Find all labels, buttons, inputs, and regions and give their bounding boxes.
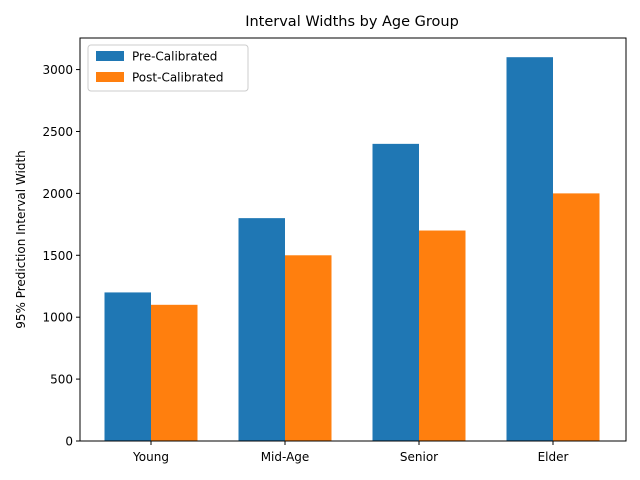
y-axis-ticks: 0 500 1000 1500 2000 2500 3000 [42,63,80,449]
bar-post-calibrated-mid-age [285,255,332,441]
y-tick-label: 500 [50,373,73,387]
y-tick-label: 2500 [42,125,73,139]
chart-title: Interval Widths by Age Group [245,14,459,30]
bar-post-calibrated-young [151,304,198,441]
bars-group [104,57,600,441]
legend-box [87,44,249,92]
legend-label: Post-Calibrated [132,71,223,85]
axes-frame [79,37,627,442]
legend: Pre-Calibrated Post-Calibrated [87,44,249,92]
bar-post-calibrated-elder [553,193,600,441]
bar-pre-calibrated-elder [506,57,553,441]
y-tick-label: 1000 [42,311,73,325]
y-tick-label: 2000 [42,187,73,201]
y-tick-label: 1500 [42,249,73,263]
bar-pre-calibrated-senior [372,143,419,441]
x-tick-label: Young [132,450,169,464]
legend-swatch [96,51,124,61]
bar-pre-calibrated-mid-age [238,218,285,441]
x-tick-label: Mid-Age [261,450,310,464]
x-tick-label: Senior [400,450,438,464]
y-axis-label: 95% Prediction Interval Width [14,150,28,329]
legend-label: Pre-Calibrated [132,50,217,64]
x-tick-label: Elder [538,450,569,464]
legend-swatch [96,72,124,82]
bar-pre-calibrated-young [104,292,151,441]
x-axis-ticks: Young Mid-Age Senior Elder [132,441,568,464]
y-tick-label: 3000 [42,63,73,77]
bar-post-calibrated-senior [419,230,466,441]
y-tick-label: 0 [65,435,73,449]
